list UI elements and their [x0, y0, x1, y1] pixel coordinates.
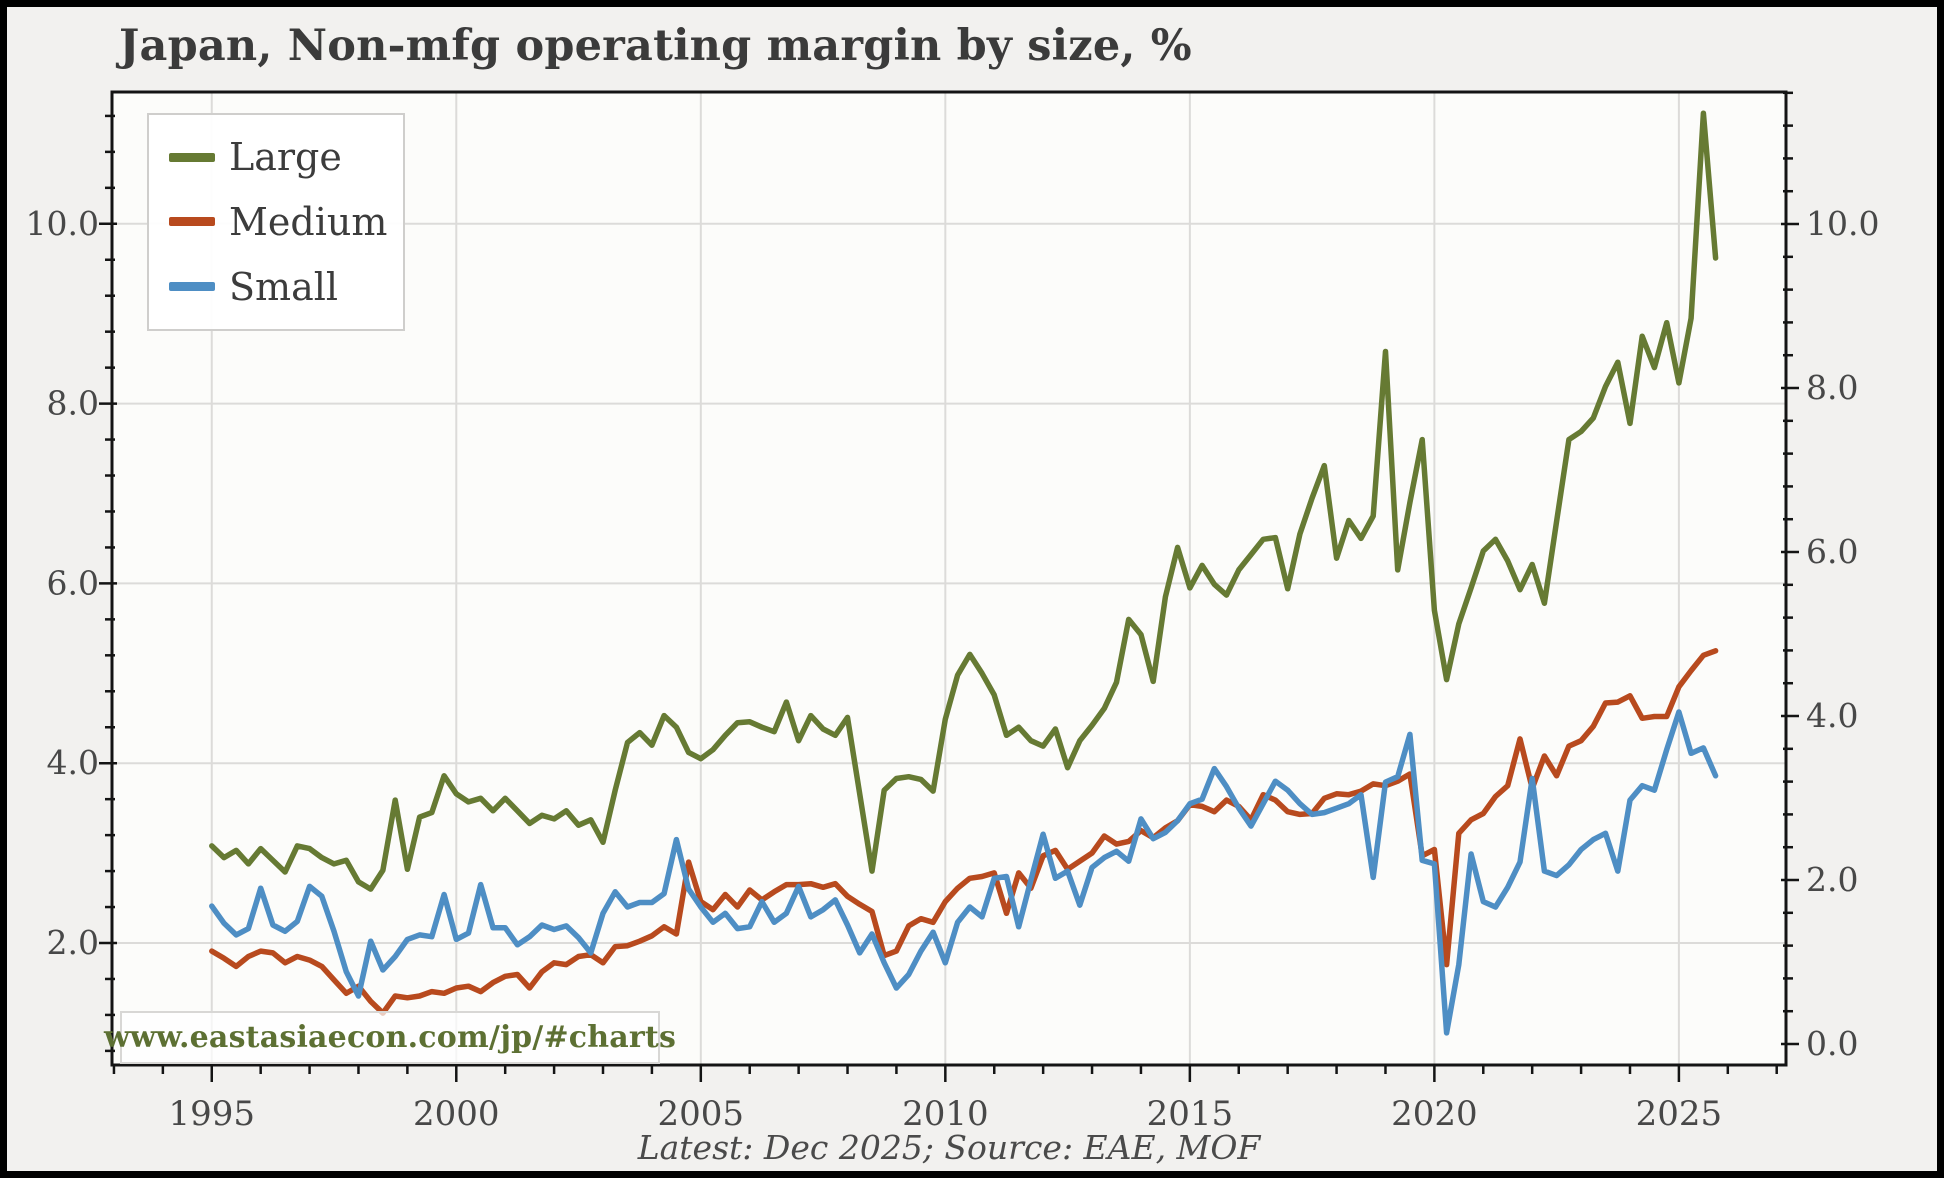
series-line-large: [209, 110, 1719, 892]
legend-label: Large: [229, 135, 342, 180]
legend-item-large: Large: [169, 138, 403, 176]
y-axis-tick-label-right: 2.0: [1806, 860, 1858, 899]
y-axis-tick-label-right: 10.0: [1806, 204, 1879, 243]
legend: Large Medium Small: [147, 113, 405, 331]
y-axis-tick-label-left: 6.0: [47, 563, 99, 602]
x-axis-tick-label: 2015: [1147, 1094, 1234, 1134]
legend-swatch-large: [169, 152, 215, 162]
x-axis-tick-label: 2020: [1391, 1094, 1478, 1134]
y-axis-tick-label-left: 4.0: [47, 743, 99, 782]
chart-footer: Latest: Dec 2025; Source: EAE, MOF: [637, 1128, 1261, 1167]
legend-swatch-small: [169, 282, 215, 292]
x-axis-tick-label: 2010: [902, 1094, 989, 1134]
x-axis-tick-label: 2000: [413, 1094, 500, 1134]
legend-label: Small: [229, 264, 339, 309]
chart-title: Japan, Non-mfg operating margin by size,…: [119, 21, 1192, 71]
y-axis-tick-label-right: 6.0: [1806, 532, 1858, 571]
series-line-medium: [209, 648, 1719, 1016]
legend-swatch-medium: [169, 217, 215, 227]
legend-item-medium: Medium: [169, 203, 403, 241]
watermark-link[interactable]: www.eastasiaecon.com/jp/#charts: [103, 1020, 677, 1055]
y-axis-tick-label-right: 0.0: [1806, 1024, 1858, 1063]
x-axis-tick-label: 2005: [658, 1094, 745, 1134]
y-axis-tick-label-left: 8.0: [47, 384, 99, 423]
x-axis-tick-label: 2025: [1636, 1094, 1723, 1134]
watermark-box: www.eastasiaecon.com/jp/#charts: [104, 1011, 676, 1064]
legend-label: Medium: [229, 199, 388, 244]
legend-item-small: Small: [169, 268, 403, 306]
series-line-small: [209, 709, 1719, 1036]
y-axis-tick-label-right: 8.0: [1806, 368, 1858, 407]
y-axis-tick-label-left: 2.0: [47, 923, 99, 962]
axis-spines: [110, 90, 1788, 1067]
y-axis-tick-label-right: 4.0: [1806, 696, 1858, 735]
x-axis-tick-label: 1995: [168, 1094, 255, 1134]
y-axis-tick-label-left: 10.0: [26, 204, 99, 243]
